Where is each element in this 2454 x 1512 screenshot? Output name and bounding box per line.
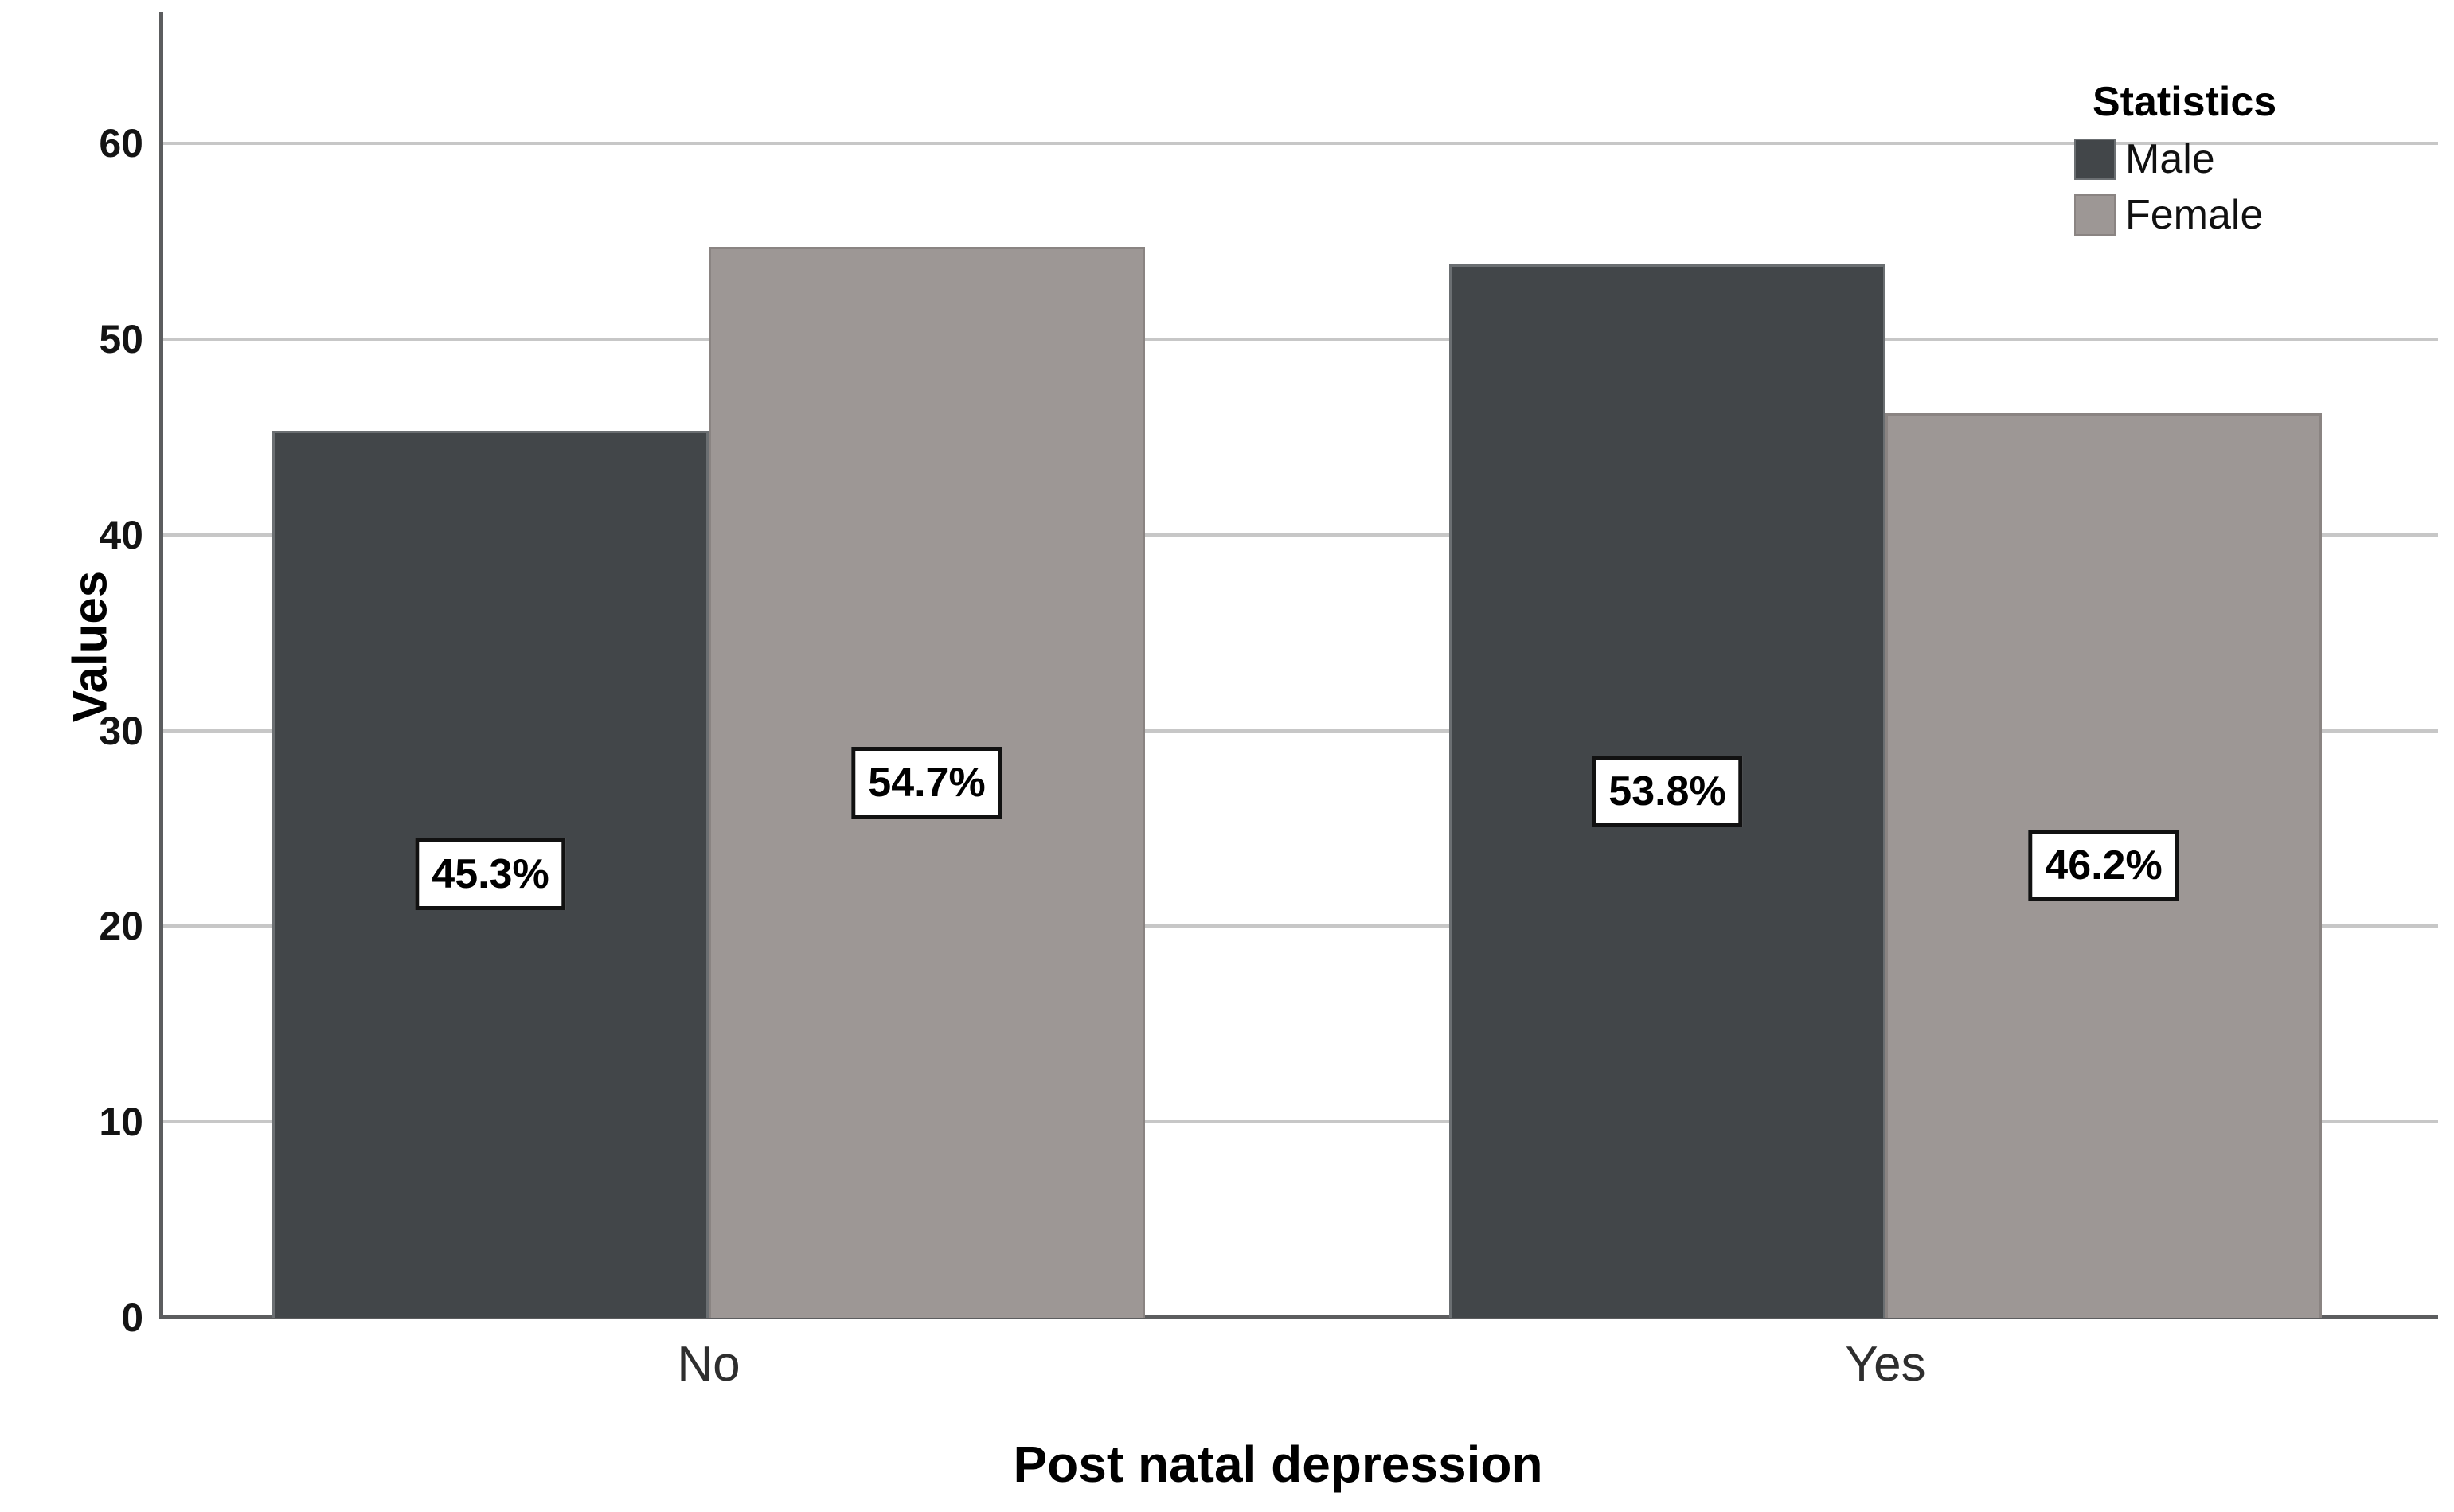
y-tick-label-10: 10: [99, 1100, 143, 1145]
legend-item-male: Male: [2054, 139, 2317, 180]
gridline-30: [163, 729, 2438, 733]
legend-items: Male Female: [2054, 139, 2317, 236]
y-tick-label-30: 30: [99, 708, 143, 753]
legend-item-female: Female: [2054, 194, 2317, 236]
value-label-no-male: 45.3%: [415, 838, 566, 911]
x-tick-label-yes: Yes: [1845, 1337, 1926, 1392]
gridline-40: [163, 533, 2438, 537]
y-tick-label-50: 50: [99, 316, 143, 361]
value-label-no-female: 54.7%: [851, 746, 1002, 819]
y-tick-label-60: 60: [99, 121, 143, 166]
x-axis-title: Post natal depression: [1013, 1436, 1543, 1493]
x-axis-line: [159, 1315, 2438, 1319]
value-label-yes-male: 53.8%: [1592, 755, 1743, 827]
gridline-50: [163, 337, 2438, 341]
y-tick-label-40: 40: [99, 512, 143, 557]
gridline-10: [163, 1120, 2438, 1124]
y-tick-label-20: 20: [99, 904, 143, 949]
legend-swatch-male: [2074, 139, 2116, 180]
x-tick-label-no: No: [677, 1337, 740, 1392]
y-axis-line: [159, 12, 163, 1319]
gridline-20: [163, 924, 2438, 928]
y-axis-title: Values: [63, 570, 117, 723]
legend: Statistics Male Female: [2054, 78, 2317, 250]
value-label-yes-female: 46.2%: [2028, 830, 2179, 902]
legend-title: Statistics: [2093, 79, 2277, 125]
legend-swatch-female: [2074, 194, 2116, 236]
legend-label-male: Male: [2125, 136, 2215, 182]
y-tick-label-0: 0: [121, 1295, 143, 1340]
legend-label-female: Female: [2125, 192, 2264, 238]
gridline-60: [163, 142, 2438, 145]
